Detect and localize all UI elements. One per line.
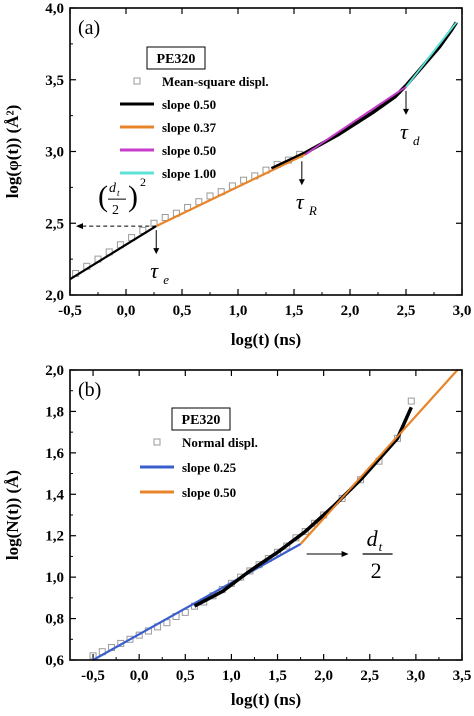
annotation-sub-tau_e: e bbox=[163, 272, 169, 287]
x-axis-label: log(t) (ns) bbox=[231, 690, 301, 709]
legend-label: slope 0.25 bbox=[182, 460, 237, 475]
y-tick-label: 0,8 bbox=[45, 612, 64, 628]
simulation-curve bbox=[270, 21, 458, 171]
plot-frame bbox=[69, 7, 463, 296]
annotation-arrow-head bbox=[298, 179, 305, 186]
data-point bbox=[206, 192, 214, 200]
plot-frame bbox=[69, 369, 463, 661]
legend-title-box bbox=[146, 46, 206, 70]
x-tick-label: -0,5 bbox=[81, 668, 105, 684]
annotation-arrow-head bbox=[76, 223, 83, 230]
x-tick-label: 2,0 bbox=[341, 303, 360, 319]
y-tick-label: 2,0 bbox=[45, 288, 64, 304]
x-tick-label: 2,0 bbox=[314, 668, 333, 684]
y-tick-label: 0,6 bbox=[45, 653, 64, 669]
annotation-paren-left: ( bbox=[98, 180, 108, 213]
y-tick-label: 3,5 bbox=[45, 73, 64, 89]
annotation-arrow-head bbox=[153, 248, 160, 255]
data-point bbox=[161, 214, 169, 222]
y-tick-label: 1,0 bbox=[45, 570, 64, 586]
annotation-denominator: 2 bbox=[112, 203, 119, 218]
annotation-arrow-head bbox=[403, 108, 409, 115]
y-tick-label: 1,4 bbox=[45, 487, 64, 503]
y-tick-label: 3,0 bbox=[45, 145, 64, 161]
legend-label: slope 0.50 bbox=[162, 143, 216, 158]
simulation-curve bbox=[193, 406, 413, 608]
panel-a: -0,5 0,0 0,5 1,0 1,5 2,0 2,5 3,0 2,0 2,5 3,0 3,5 4,0… bbox=[3, 1, 471, 349]
data-point bbox=[126, 635, 134, 643]
x-tick-label: 3,5 bbox=[453, 668, 472, 684]
series-line-1 bbox=[92, 543, 302, 661]
legend-label: slope 0.50 bbox=[162, 97, 216, 112]
panel-label: (b) bbox=[78, 379, 101, 401]
x-tick-label: 2,5 bbox=[397, 303, 416, 319]
x-tick-label: 3,0 bbox=[407, 668, 426, 684]
legend-label: Mean-square displ. bbox=[162, 74, 269, 89]
x-tick-label: 0,0 bbox=[130, 668, 149, 684]
annotation-tau_e: τ bbox=[150, 258, 159, 283]
annotation-sub-tau_d: d bbox=[413, 133, 420, 148]
x-tick-label: 3,0 bbox=[453, 303, 472, 319]
series-overlay-2 bbox=[299, 369, 459, 545]
y-tick-label: 2,5 bbox=[45, 216, 64, 232]
annotation-paren-right: ) bbox=[128, 180, 138, 213]
y-tick-label: 2,0 bbox=[45, 363, 64, 379]
x-tick-label: 1,5 bbox=[268, 668, 287, 684]
y-tick-label: 1,8 bbox=[45, 404, 64, 420]
x-tick-label: 1,0 bbox=[229, 303, 248, 319]
x-tick-label: 2,5 bbox=[360, 668, 379, 684]
data-point bbox=[407, 397, 415, 405]
annotation-tau_d: τ bbox=[400, 119, 409, 144]
y-tick-label: 1,6 bbox=[45, 446, 64, 462]
legend-label: slope 0.50 bbox=[182, 485, 236, 500]
y-tick-label: 1,2 bbox=[45, 529, 64, 545]
series-overlay-4 bbox=[405, 21, 458, 88]
y-axis-label: log(φ(t)) (Å²) bbox=[3, 105, 22, 199]
x-tick-label: 0,5 bbox=[176, 668, 195, 684]
series-line-1 bbox=[69, 225, 157, 281]
x-axis-label: log(t) (ns) bbox=[231, 330, 301, 349]
x-tick-label: -0,5 bbox=[58, 303, 82, 319]
legend-label: Normal displ. bbox=[182, 435, 258, 450]
annotation-dt: d bbox=[109, 181, 117, 196]
data-point bbox=[301, 528, 309, 536]
legend-label: slope 1.00 bbox=[162, 166, 216, 181]
data-point bbox=[310, 519, 318, 527]
y-tick-label: 4,0 bbox=[45, 1, 64, 17]
series-overlay-3 bbox=[304, 86, 407, 156]
annotation-dt-sub: t bbox=[379, 539, 383, 554]
x-tick-label: 1,5 bbox=[285, 303, 304, 319]
legend-marker bbox=[153, 438, 161, 446]
annotation-arrow-head bbox=[341, 551, 349, 557]
annotation-sub-tau_R: R bbox=[308, 203, 317, 218]
annotation-denominator: 2 bbox=[371, 558, 382, 583]
annotation-dt-sub: t bbox=[117, 188, 120, 198]
annotation-dt: d bbox=[367, 526, 379, 551]
x-tick-label: 1,0 bbox=[222, 668, 241, 684]
legend-title-box bbox=[171, 407, 231, 431]
annotation-power: 2 bbox=[140, 175, 146, 189]
legend-title: PE320 bbox=[182, 413, 221, 428]
series-overlay-2 bbox=[155, 153, 306, 227]
x-tick-label: 0,0 bbox=[117, 303, 136, 319]
legend-marker bbox=[133, 77, 141, 85]
x-tick-label: 0,5 bbox=[173, 303, 192, 319]
panel-label: (a) bbox=[78, 17, 100, 39]
legend-title: PE320 bbox=[157, 52, 196, 67]
annotation-tau_R: τ bbox=[296, 189, 305, 214]
y-axis-label: log(N(t)) (Å) bbox=[3, 470, 22, 560]
legend-label: slope 0.37 bbox=[162, 120, 217, 135]
panel-b: -0,5 0,0 0,5 1,0 1,5 2,0 2,5 3,0 3,5 0,6 0,8 1,0 1,2… bbox=[3, 363, 471, 709]
